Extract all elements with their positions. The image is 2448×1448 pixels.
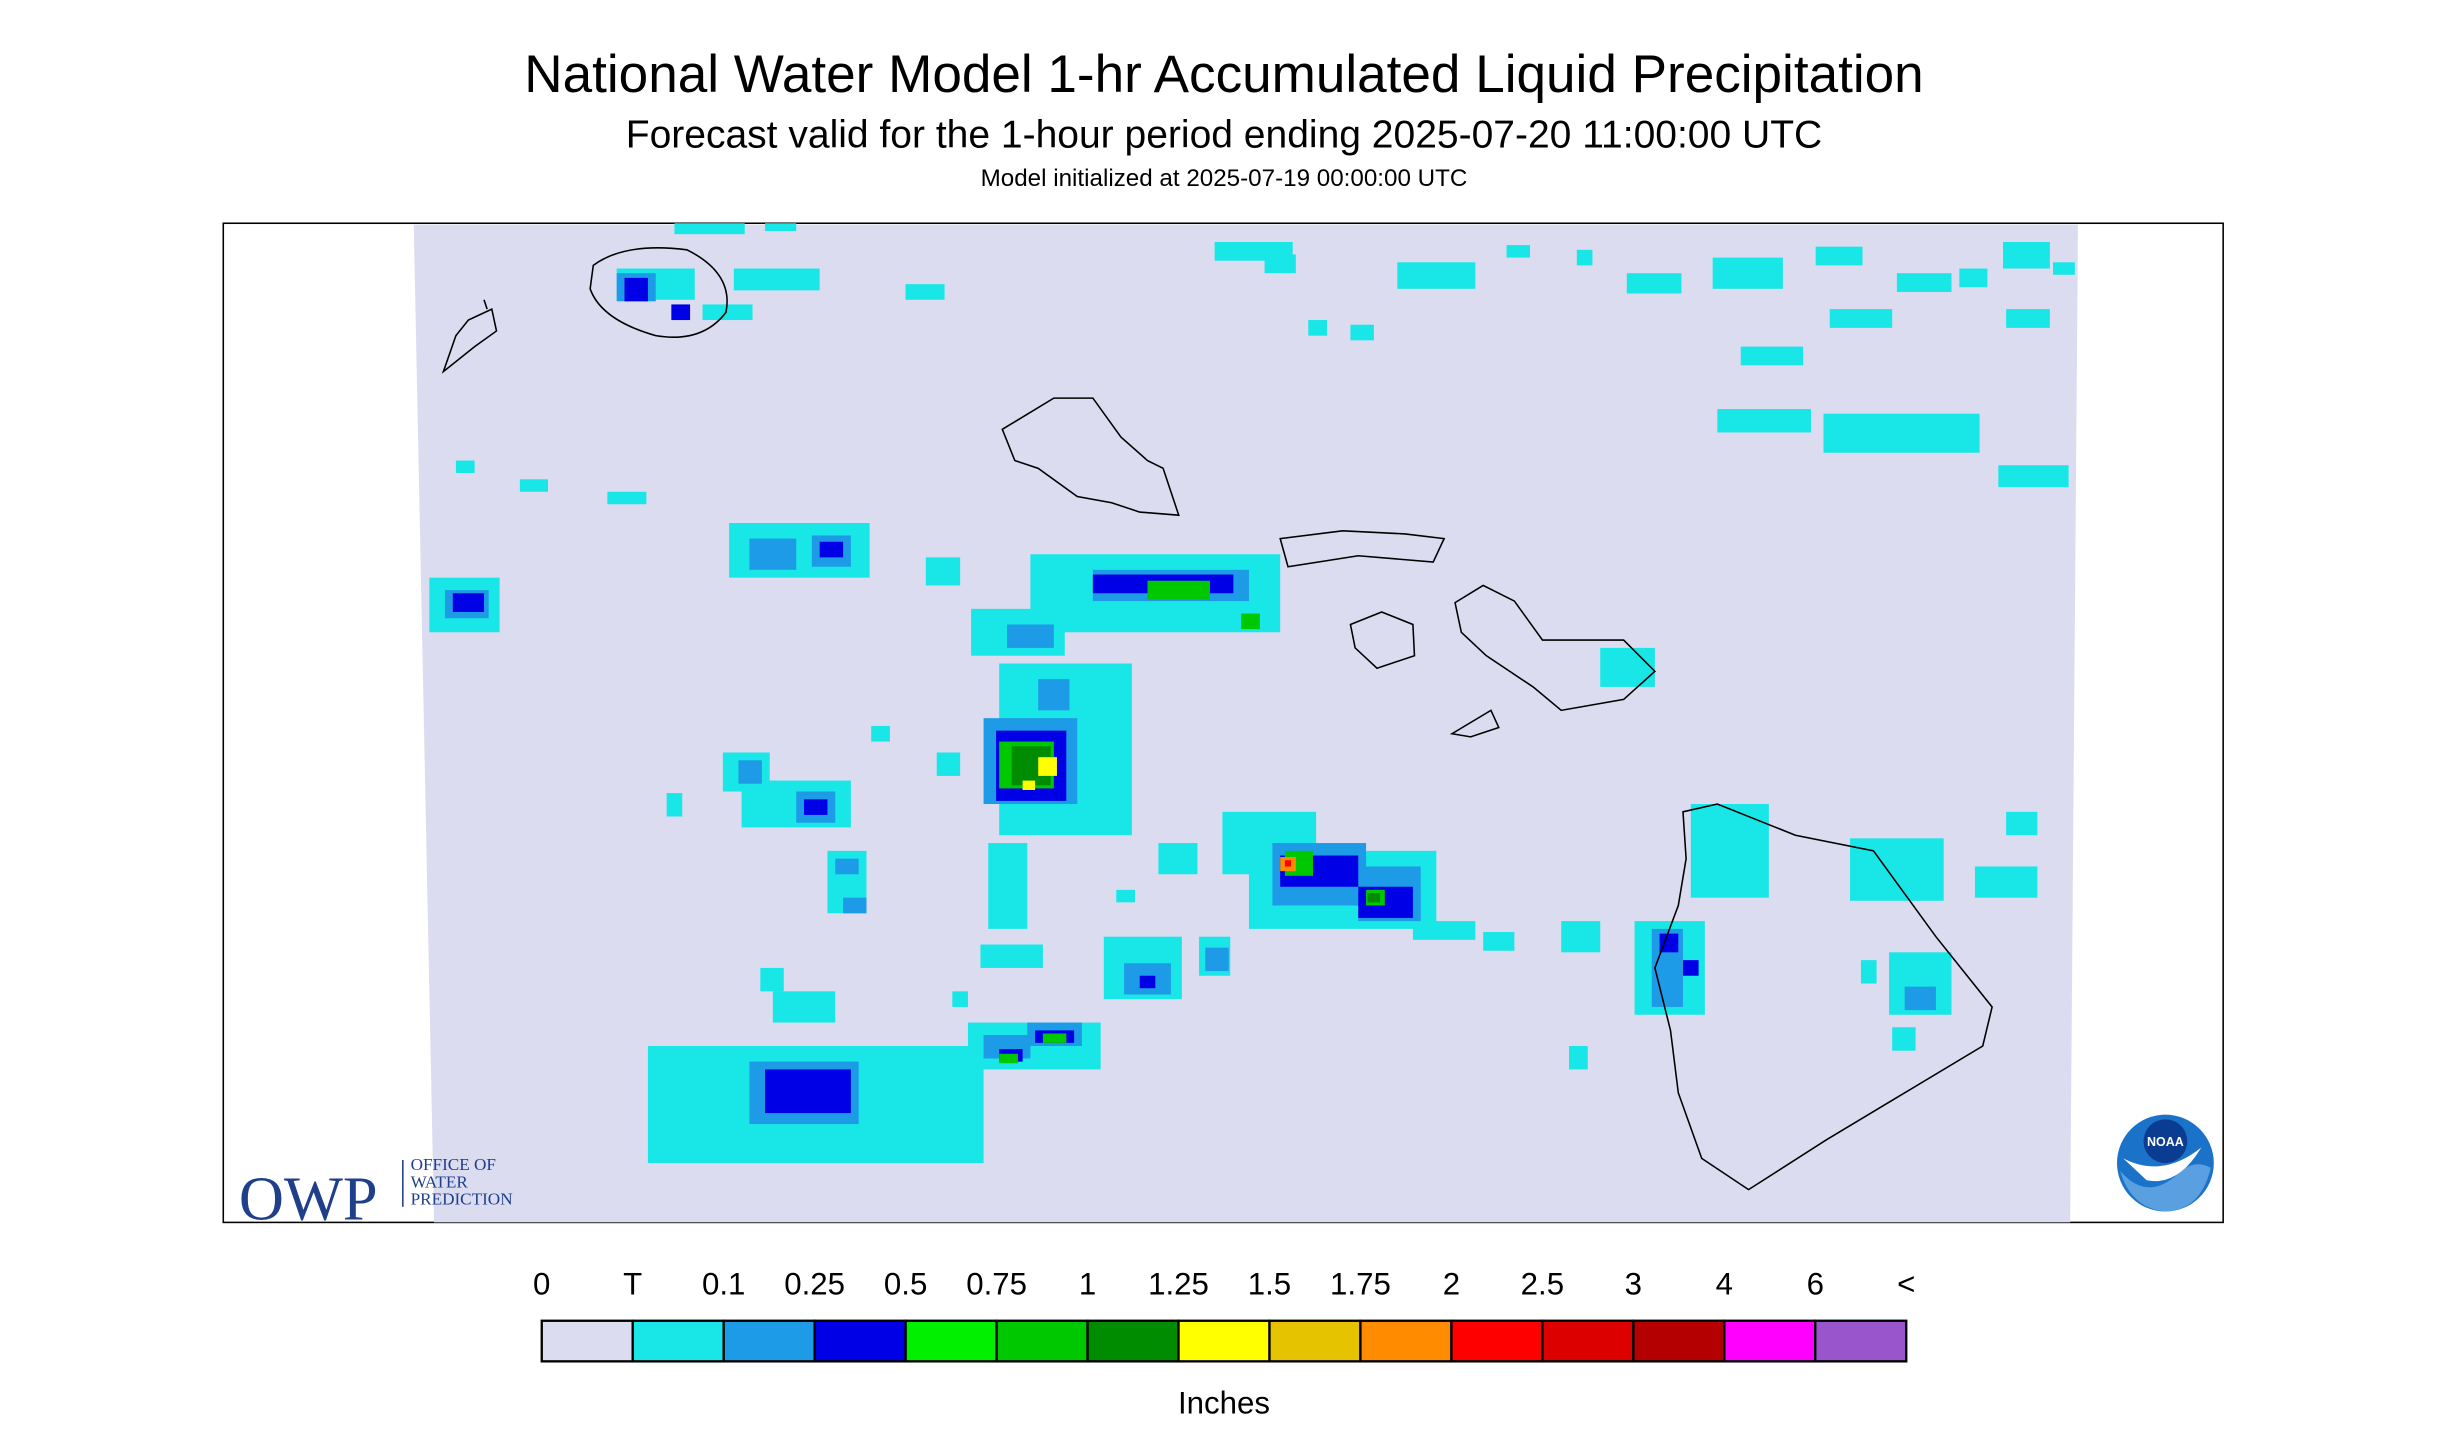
noaa-center [2143,1119,2188,1164]
legend-swatch [1541,1319,1635,1363]
owp-logo: OWP [239,1164,378,1234]
legend: 0 T 0.1 0.25 0.5 0.75 1 1.25 1.5 1.75 2 2.5 3 4 6 < [533,1267,1915,1363]
legend-swatch [1814,1319,1908,1363]
legend-swatch [1086,1319,1180,1363]
legend-label: 0.25 [784,1267,845,1302]
legend-swatch [1359,1319,1453,1363]
legend-label: 1.25 [1148,1267,1209,1302]
legend-label: 6 [1807,1267,1824,1302]
owp-line: OFFICE OF [411,1155,496,1174]
legend-swatch [813,1319,907,1363]
legend-label: 3 [1625,1267,1642,1302]
noaa-wave [2120,1164,2211,1212]
legend-swatch [904,1319,998,1363]
legend-label: 0 [533,1267,550,1302]
legend-swatch [722,1319,816,1363]
legend-label: 1 [1079,1267,1096,1302]
legend-label: 0.5 [884,1267,927,1302]
legend-label: 1.5 [1248,1267,1291,1302]
coastlines [441,247,1993,1191]
owp-line: WATER [411,1172,469,1191]
subtitle: Forecast valid for the 1-hour period end… [626,114,1822,157]
precip-extreme [1284,860,1292,867]
legend-swatch [1177,1319,1271,1363]
precip-intense [1022,757,1057,790]
noaa-text: NOAA [2147,1135,2184,1149]
map: OWP OFFICE OF WATER PREDICTION NOAA [222,222,2224,1234]
legend-label: < [1897,1267,1915,1302]
legend-unit: Inches [1178,1385,1270,1420]
title: National Water Model 1-hr Accumulated Li… [524,45,1923,104]
noaa-bird [2123,1147,2202,1182]
init-time: Model initialized at 2025-07-19 00:00:00… [981,165,1468,192]
owp-line: PREDICTION [411,1189,513,1208]
legend-swatch [1268,1319,1362,1363]
legend-swatch [1450,1319,1544,1363]
legend-label: 1.75 [1330,1267,1391,1302]
legend-swatch [1723,1319,1817,1363]
legend-label: T [623,1267,642,1302]
legend-label: 2.5 [1521,1267,1564,1302]
legend-label: 0.75 [966,1267,1027,1302]
legend-swatch [631,1319,725,1363]
legend-label: 2 [1443,1267,1460,1302]
legend-label: 4 [1716,1267,1733,1302]
legend-label: 0.1 [702,1267,745,1302]
legend-swatch [540,1319,634,1363]
legend-swatch [1632,1319,1726,1363]
legend-swatch [995,1319,1089,1363]
